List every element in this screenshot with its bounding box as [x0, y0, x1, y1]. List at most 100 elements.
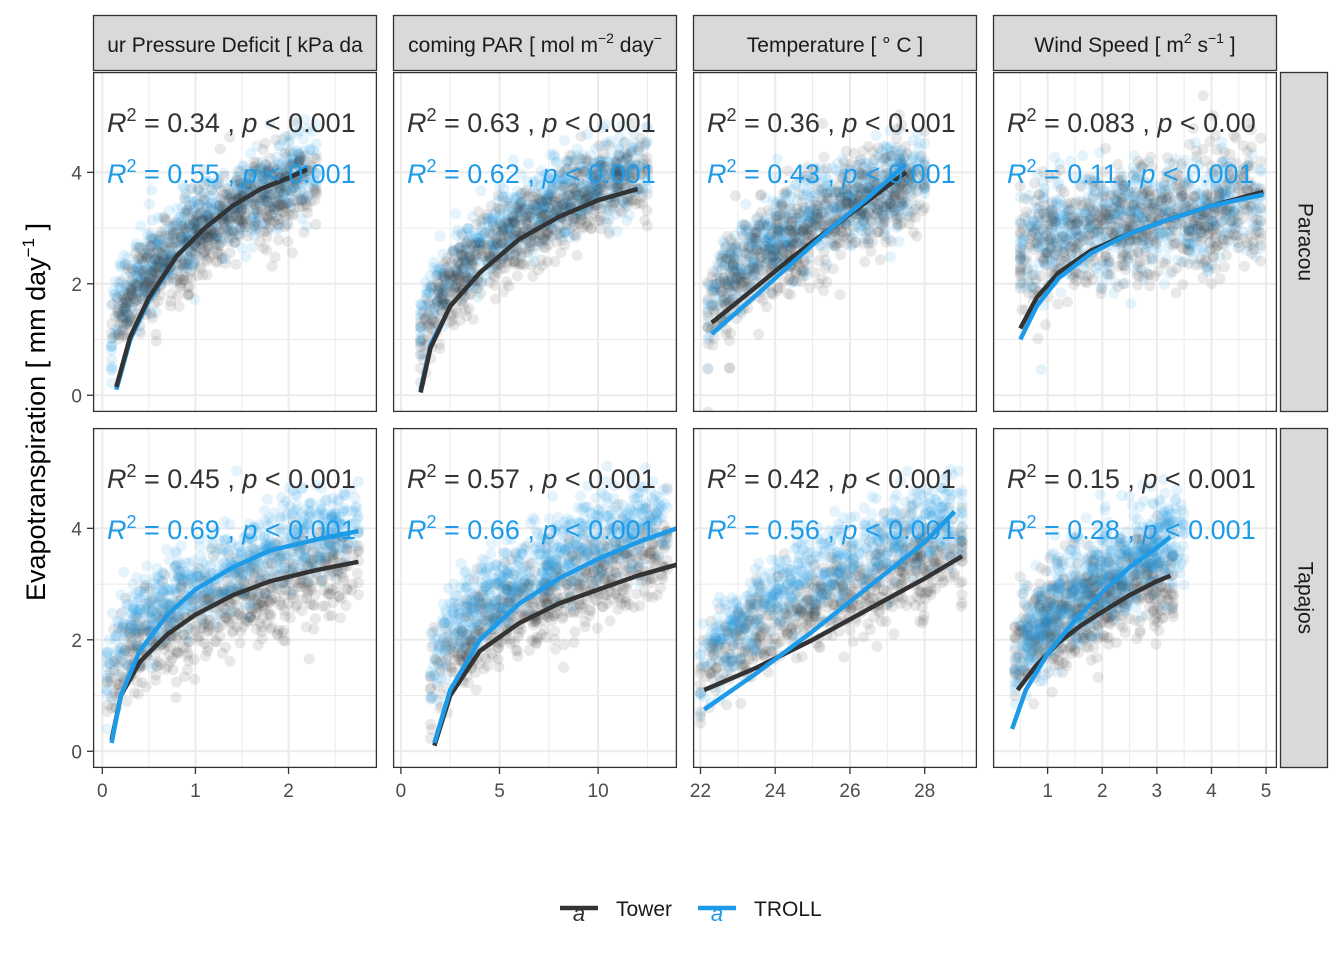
- data-point: [549, 256, 560, 267]
- data-point: [1055, 287, 1066, 298]
- data-point: [249, 199, 260, 210]
- data-point: [542, 202, 553, 213]
- data-point: [490, 294, 501, 305]
- data-point: [873, 143, 884, 154]
- data-point: [730, 190, 741, 201]
- data-point: [798, 227, 809, 238]
- data-point: [761, 302, 772, 313]
- data-point: [258, 144, 269, 155]
- data-point: [787, 239, 798, 250]
- data-point: [130, 247, 141, 258]
- data-point: [488, 270, 499, 281]
- r2-annotation-tower: R2 = 0.63 , p < 0.001: [407, 105, 656, 138]
- data-point: [620, 136, 631, 147]
- data-point: [432, 289, 443, 300]
- data-point: [176, 232, 187, 243]
- data-point: [126, 290, 137, 301]
- data-point: [572, 250, 583, 261]
- data-point: [261, 205, 272, 216]
- data-point: [279, 148, 290, 159]
- data-point: [830, 240, 841, 251]
- data-point: [286, 210, 297, 221]
- r2-annotation-tower: R2 = 0.36 , p < 0.001: [707, 105, 956, 138]
- data-point: [184, 200, 195, 211]
- data-point: [220, 258, 231, 269]
- data-point: [228, 226, 239, 237]
- data-point: [820, 263, 831, 274]
- data-point: [818, 285, 829, 296]
- data-point: [1255, 256, 1266, 267]
- data-point: [454, 242, 465, 253]
- data-point: [867, 236, 878, 247]
- data-point: [183, 290, 194, 301]
- data-point: [1255, 166, 1266, 177]
- data-point: [536, 255, 547, 266]
- data-point: [168, 273, 179, 284]
- data-point: [1125, 298, 1136, 309]
- data-point: [435, 231, 446, 242]
- data-point: [298, 227, 309, 238]
- data-point: [154, 231, 165, 242]
- data-point: [236, 204, 247, 215]
- data-point: [142, 279, 153, 290]
- data-point: [151, 336, 162, 347]
- data-point: [452, 266, 463, 277]
- r2-annotation-troll: R2 = 0.55 , p < 0.001: [107, 156, 356, 189]
- data-point: [511, 202, 522, 213]
- data-point: [471, 283, 482, 294]
- data-point: [117, 330, 128, 341]
- data-point: [206, 231, 217, 242]
- data-point: [264, 216, 275, 227]
- data-point: [711, 279, 722, 290]
- data-point: [878, 201, 889, 212]
- data-point: [1036, 364, 1047, 375]
- data-point: [592, 215, 603, 226]
- data-point: [454, 315, 465, 326]
- data-point: [702, 294, 713, 305]
- data-point: [144, 199, 155, 210]
- data-point: [189, 246, 200, 257]
- data-point: [126, 263, 137, 274]
- data-point: [157, 250, 168, 261]
- data-point: [458, 300, 469, 311]
- data-point: [240, 251, 251, 262]
- data-point: [785, 289, 796, 300]
- data-point: [1144, 280, 1155, 291]
- data-point: [262, 232, 273, 243]
- data-point: [512, 271, 523, 282]
- data-point: [767, 251, 778, 262]
- data-point: [615, 205, 626, 216]
- data-point: [185, 266, 196, 277]
- data-point: [835, 192, 846, 203]
- data-point: [1052, 299, 1063, 310]
- data-point: [798, 271, 809, 282]
- data-point: [863, 226, 874, 237]
- data-point: [215, 144, 226, 155]
- data-point: [775, 202, 786, 213]
- data-point: [642, 205, 653, 216]
- data-point: [305, 195, 316, 206]
- data-point: [1062, 296, 1073, 307]
- data-point: [702, 364, 713, 375]
- data-point: [716, 253, 727, 264]
- data-point: [277, 199, 288, 210]
- data-point: [505, 218, 516, 229]
- data-point: [620, 148, 631, 159]
- data-point: [106, 361, 117, 372]
- data-point: [911, 231, 922, 242]
- data-point: [722, 231, 733, 242]
- data-point: [721, 278, 732, 289]
- data-point: [240, 221, 251, 232]
- data-point: [1221, 250, 1232, 261]
- data-point: [873, 227, 884, 238]
- data-point: [875, 254, 886, 265]
- data-point: [639, 215, 650, 226]
- data-point: [267, 261, 278, 272]
- data-point: [642, 189, 653, 200]
- data-point: [1040, 319, 1051, 330]
- data-point: [724, 362, 735, 373]
- data-point: [302, 207, 313, 218]
